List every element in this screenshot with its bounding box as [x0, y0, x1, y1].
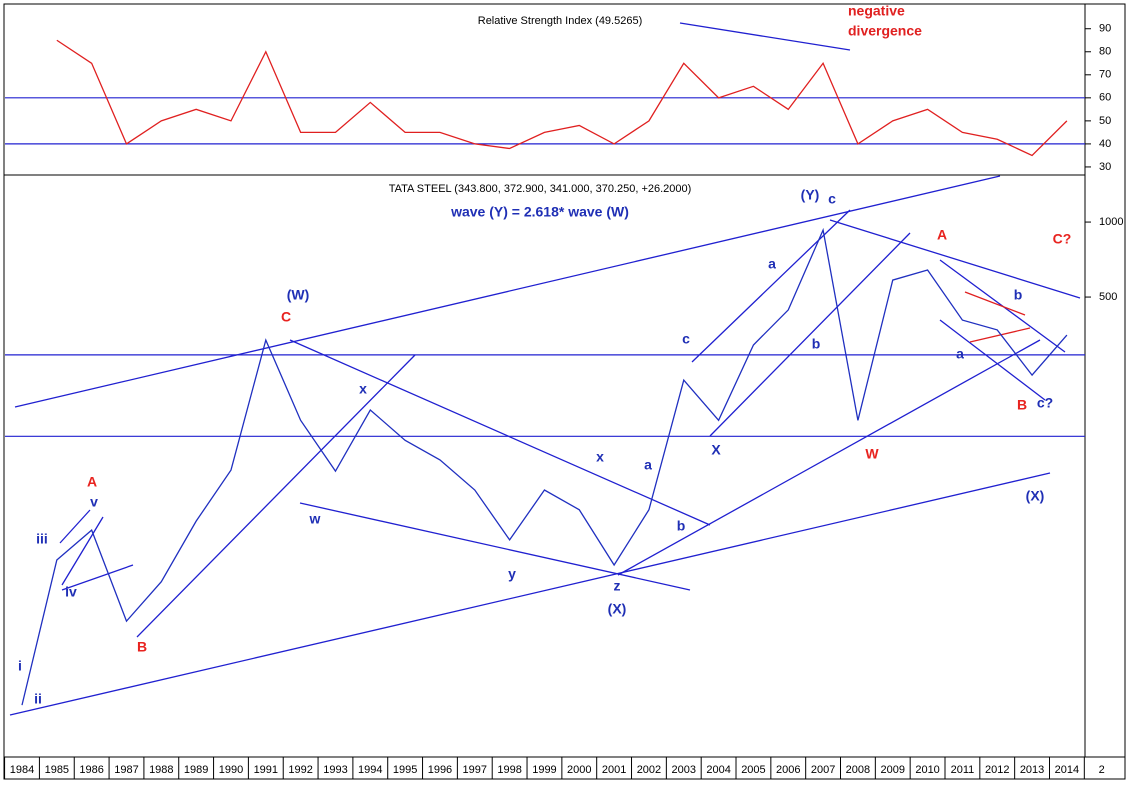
- x-tick-label: 1997: [463, 764, 487, 776]
- x-tick-label: 2000: [567, 764, 591, 776]
- annotation: x: [359, 381, 367, 397]
- annotation: A: [87, 474, 97, 490]
- trend-lines: [9, 22, 1081, 716]
- annotation: b: [1014, 287, 1023, 303]
- trend-line: [136, 354, 416, 638]
- x-tick-label: 2003: [672, 764, 696, 776]
- trend-line: [709, 232, 911, 437]
- annotation: B: [137, 639, 147, 655]
- x-tick-label: 2004: [706, 764, 730, 776]
- x-tick-label: 1999: [532, 764, 556, 776]
- annotation: a: [644, 457, 652, 473]
- trend-line: [61, 516, 104, 586]
- x-tick-label: 2005: [741, 764, 765, 776]
- trend-line: [969, 327, 1031, 343]
- trend-line: [617, 339, 1041, 576]
- x-tick-label: 1984: [10, 764, 34, 776]
- annotation: ii: [34, 691, 42, 707]
- trend-line: [59, 509, 91, 544]
- x-tick-label: 1990: [219, 764, 243, 776]
- x-tick-label: 1988: [149, 764, 173, 776]
- trend-line: [299, 502, 691, 591]
- x-tick-label: 1987: [114, 764, 138, 776]
- annotation: c?: [1037, 395, 1053, 411]
- annotation: i: [18, 658, 22, 674]
- y-tick-label: 60: [1099, 92, 1111, 104]
- rsi-title: Relative Strength Index (49.5265): [478, 15, 643, 27]
- x-tick-label: 1996: [428, 764, 452, 776]
- x-tick-label: 1985: [45, 764, 69, 776]
- x-tick-label: 1993: [323, 764, 347, 776]
- annotation: w: [309, 511, 321, 527]
- series-line: [21, 227, 1068, 706]
- annotation: x: [596, 449, 604, 465]
- trend-line: [691, 209, 851, 363]
- y-tick-label: 70: [1099, 69, 1111, 81]
- x-tick-label: 2011: [951, 764, 975, 776]
- trend-line: [964, 291, 1026, 316]
- y-tick-label: 30: [1099, 161, 1111, 173]
- x-tick-label: 2007: [811, 764, 835, 776]
- annotation: c: [682, 331, 690, 347]
- annotation: b: [677, 518, 686, 534]
- annotation: C?: [1053, 231, 1072, 247]
- price-title: TATA STEEL (343.800, 372.900, 341.000, 3…: [389, 183, 692, 195]
- y-tick-label: 50: [1099, 115, 1111, 127]
- trend-line: [14, 175, 1001, 408]
- x-tick-label: 2008: [846, 764, 870, 776]
- annotation: A: [937, 227, 947, 243]
- x-tick-label: 1998: [497, 764, 521, 776]
- x-tick-label: 2006: [776, 764, 800, 776]
- annotation: y: [508, 566, 516, 582]
- trend-line: [289, 339, 711, 526]
- annotation: B: [1017, 397, 1027, 413]
- annotation: z: [614, 578, 621, 594]
- x-tick-label: 2012: [985, 764, 1009, 776]
- annotation: a: [956, 346, 964, 362]
- x-tick-label: 2002: [637, 764, 661, 776]
- annotation: (X): [608, 601, 627, 617]
- annotation: v: [90, 494, 98, 510]
- y-tick-label: 90: [1099, 23, 1111, 35]
- x-tick-label: 2014: [1055, 764, 1079, 776]
- annotation: divergence: [848, 23, 922, 39]
- trend-line: [61, 564, 134, 591]
- annotation: X: [711, 442, 721, 458]
- annotation: a: [768, 256, 776, 272]
- y-tick-label: 500: [1099, 291, 1117, 303]
- y-tick-label: 80: [1099, 46, 1111, 58]
- x-tick-label: 1994: [358, 764, 382, 776]
- trend-line: [9, 472, 1051, 716]
- annotation: (X): [1026, 488, 1045, 504]
- y-tick-label: 40: [1099, 138, 1111, 150]
- trend-line: [679, 22, 851, 51]
- annotation: negative: [848, 3, 905, 19]
- x-tick-label: 1991: [254, 764, 278, 776]
- price-subtitle: wave (Y) = 2.618* wave (W): [450, 204, 629, 220]
- x-tick-label: 2: [1099, 764, 1105, 776]
- x-tick-label: 1986: [79, 764, 103, 776]
- annotation: b: [812, 336, 821, 352]
- x-tick-label: 2010: [915, 764, 939, 776]
- annotation: C: [281, 309, 291, 325]
- annotation: (W): [287, 287, 310, 303]
- annotation: iv: [65, 584, 77, 600]
- annotation: W: [865, 446, 879, 462]
- x-tick-label: 2013: [1020, 764, 1044, 776]
- x-tick-label: 1992: [288, 764, 312, 776]
- x-tick-label: 2009: [881, 764, 905, 776]
- x-tick-label: 1995: [393, 764, 417, 776]
- x-tick-label: 2001: [602, 764, 626, 776]
- frame: [3, 3, 1126, 780]
- x-tick-label: 1989: [184, 764, 208, 776]
- annotation: (Y): [801, 187, 820, 203]
- trend-line: [829, 219, 1081, 299]
- annotation: c: [828, 191, 836, 207]
- trend-line: [939, 319, 1046, 401]
- annotation: iii: [36, 531, 48, 547]
- series-line: [56, 39, 1068, 157]
- y-tick-label: 1000: [1099, 216, 1123, 228]
